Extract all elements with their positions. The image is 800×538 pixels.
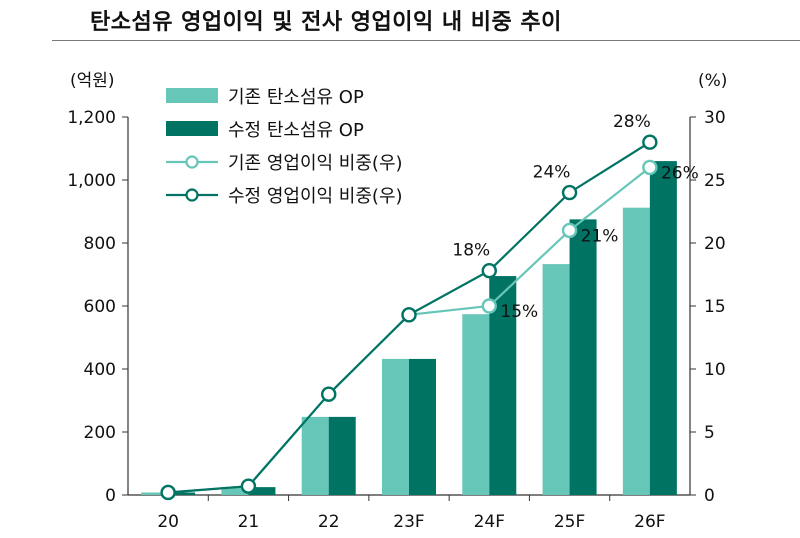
legend-swatch xyxy=(166,88,218,103)
bar xyxy=(168,492,196,495)
right-tick-label: 30 xyxy=(704,108,726,128)
left-tick-label: 200 xyxy=(84,423,116,443)
data-label: 26% xyxy=(661,163,699,183)
data-label: 24% xyxy=(533,163,571,183)
legend-swatch xyxy=(166,121,218,136)
line-point xyxy=(160,484,176,501)
x-tick-label: 22 xyxy=(318,512,340,532)
right-tick-label: 10 xyxy=(704,360,726,380)
bar xyxy=(409,358,436,495)
bar xyxy=(489,276,517,495)
line-point xyxy=(481,298,497,314)
bar xyxy=(248,487,276,495)
bar xyxy=(382,358,409,495)
left-tick-label: 400 xyxy=(84,360,116,380)
left-tick-label: 800 xyxy=(84,234,116,254)
right-tick-label: 25 xyxy=(704,171,726,191)
x-tick-label: 20 xyxy=(157,512,179,532)
line-point xyxy=(240,478,257,494)
legend-marker xyxy=(185,155,199,169)
bar xyxy=(141,492,169,495)
title-divider xyxy=(52,40,800,41)
chart-title: 탄소섬유 영업이익 및 전사 영업이익 내 비중 추이 xyxy=(90,10,562,35)
x-tick-label: 24F xyxy=(474,512,505,532)
x-tick-label: 25F xyxy=(554,512,585,532)
bar xyxy=(542,264,570,495)
line-point xyxy=(561,222,578,239)
bar xyxy=(301,416,329,495)
legend-marker xyxy=(185,188,199,202)
line-point xyxy=(481,263,497,279)
right-tick-label: 15 xyxy=(704,297,726,317)
right-tick-label: 0 xyxy=(704,486,715,506)
legend-label: 기존 탄소섬유 OP xyxy=(228,87,364,108)
left-tick-label: 1,000 xyxy=(67,171,116,191)
data-label: 28% xyxy=(613,112,651,132)
left-axis-unit: (억원) xyxy=(70,71,115,91)
right-axis-unit: (%) xyxy=(698,71,727,91)
right-tick-label: 5 xyxy=(704,423,715,443)
line-point xyxy=(401,307,417,323)
x-tick-label: 26F xyxy=(634,512,665,532)
line-point xyxy=(642,159,658,176)
bar xyxy=(462,314,490,495)
right-tick-label: 20 xyxy=(704,234,726,254)
bar xyxy=(649,161,677,495)
left-tick-label: 0 xyxy=(105,486,116,506)
legend-label: 수정 탄소섬유 OP xyxy=(228,120,364,141)
bar xyxy=(622,207,650,495)
line-point xyxy=(642,134,658,150)
legend-label: 기존 영업이익 비중(우) xyxy=(228,153,403,174)
x-tick-label: 21 xyxy=(238,512,260,532)
legend-label: 수정 영업이익 비중(우) xyxy=(228,186,403,207)
left-tick-label: 600 xyxy=(84,297,116,317)
data-label: 15% xyxy=(500,302,538,322)
bar xyxy=(221,487,249,495)
line-point xyxy=(561,184,578,201)
x-tick-label: 23F xyxy=(393,512,424,532)
bar xyxy=(569,219,597,495)
left-tick-label: 1,200 xyxy=(67,108,116,128)
data-label: 21% xyxy=(581,226,619,246)
bar xyxy=(328,416,356,495)
line-point xyxy=(321,386,337,402)
data-label: 18% xyxy=(452,241,490,261)
